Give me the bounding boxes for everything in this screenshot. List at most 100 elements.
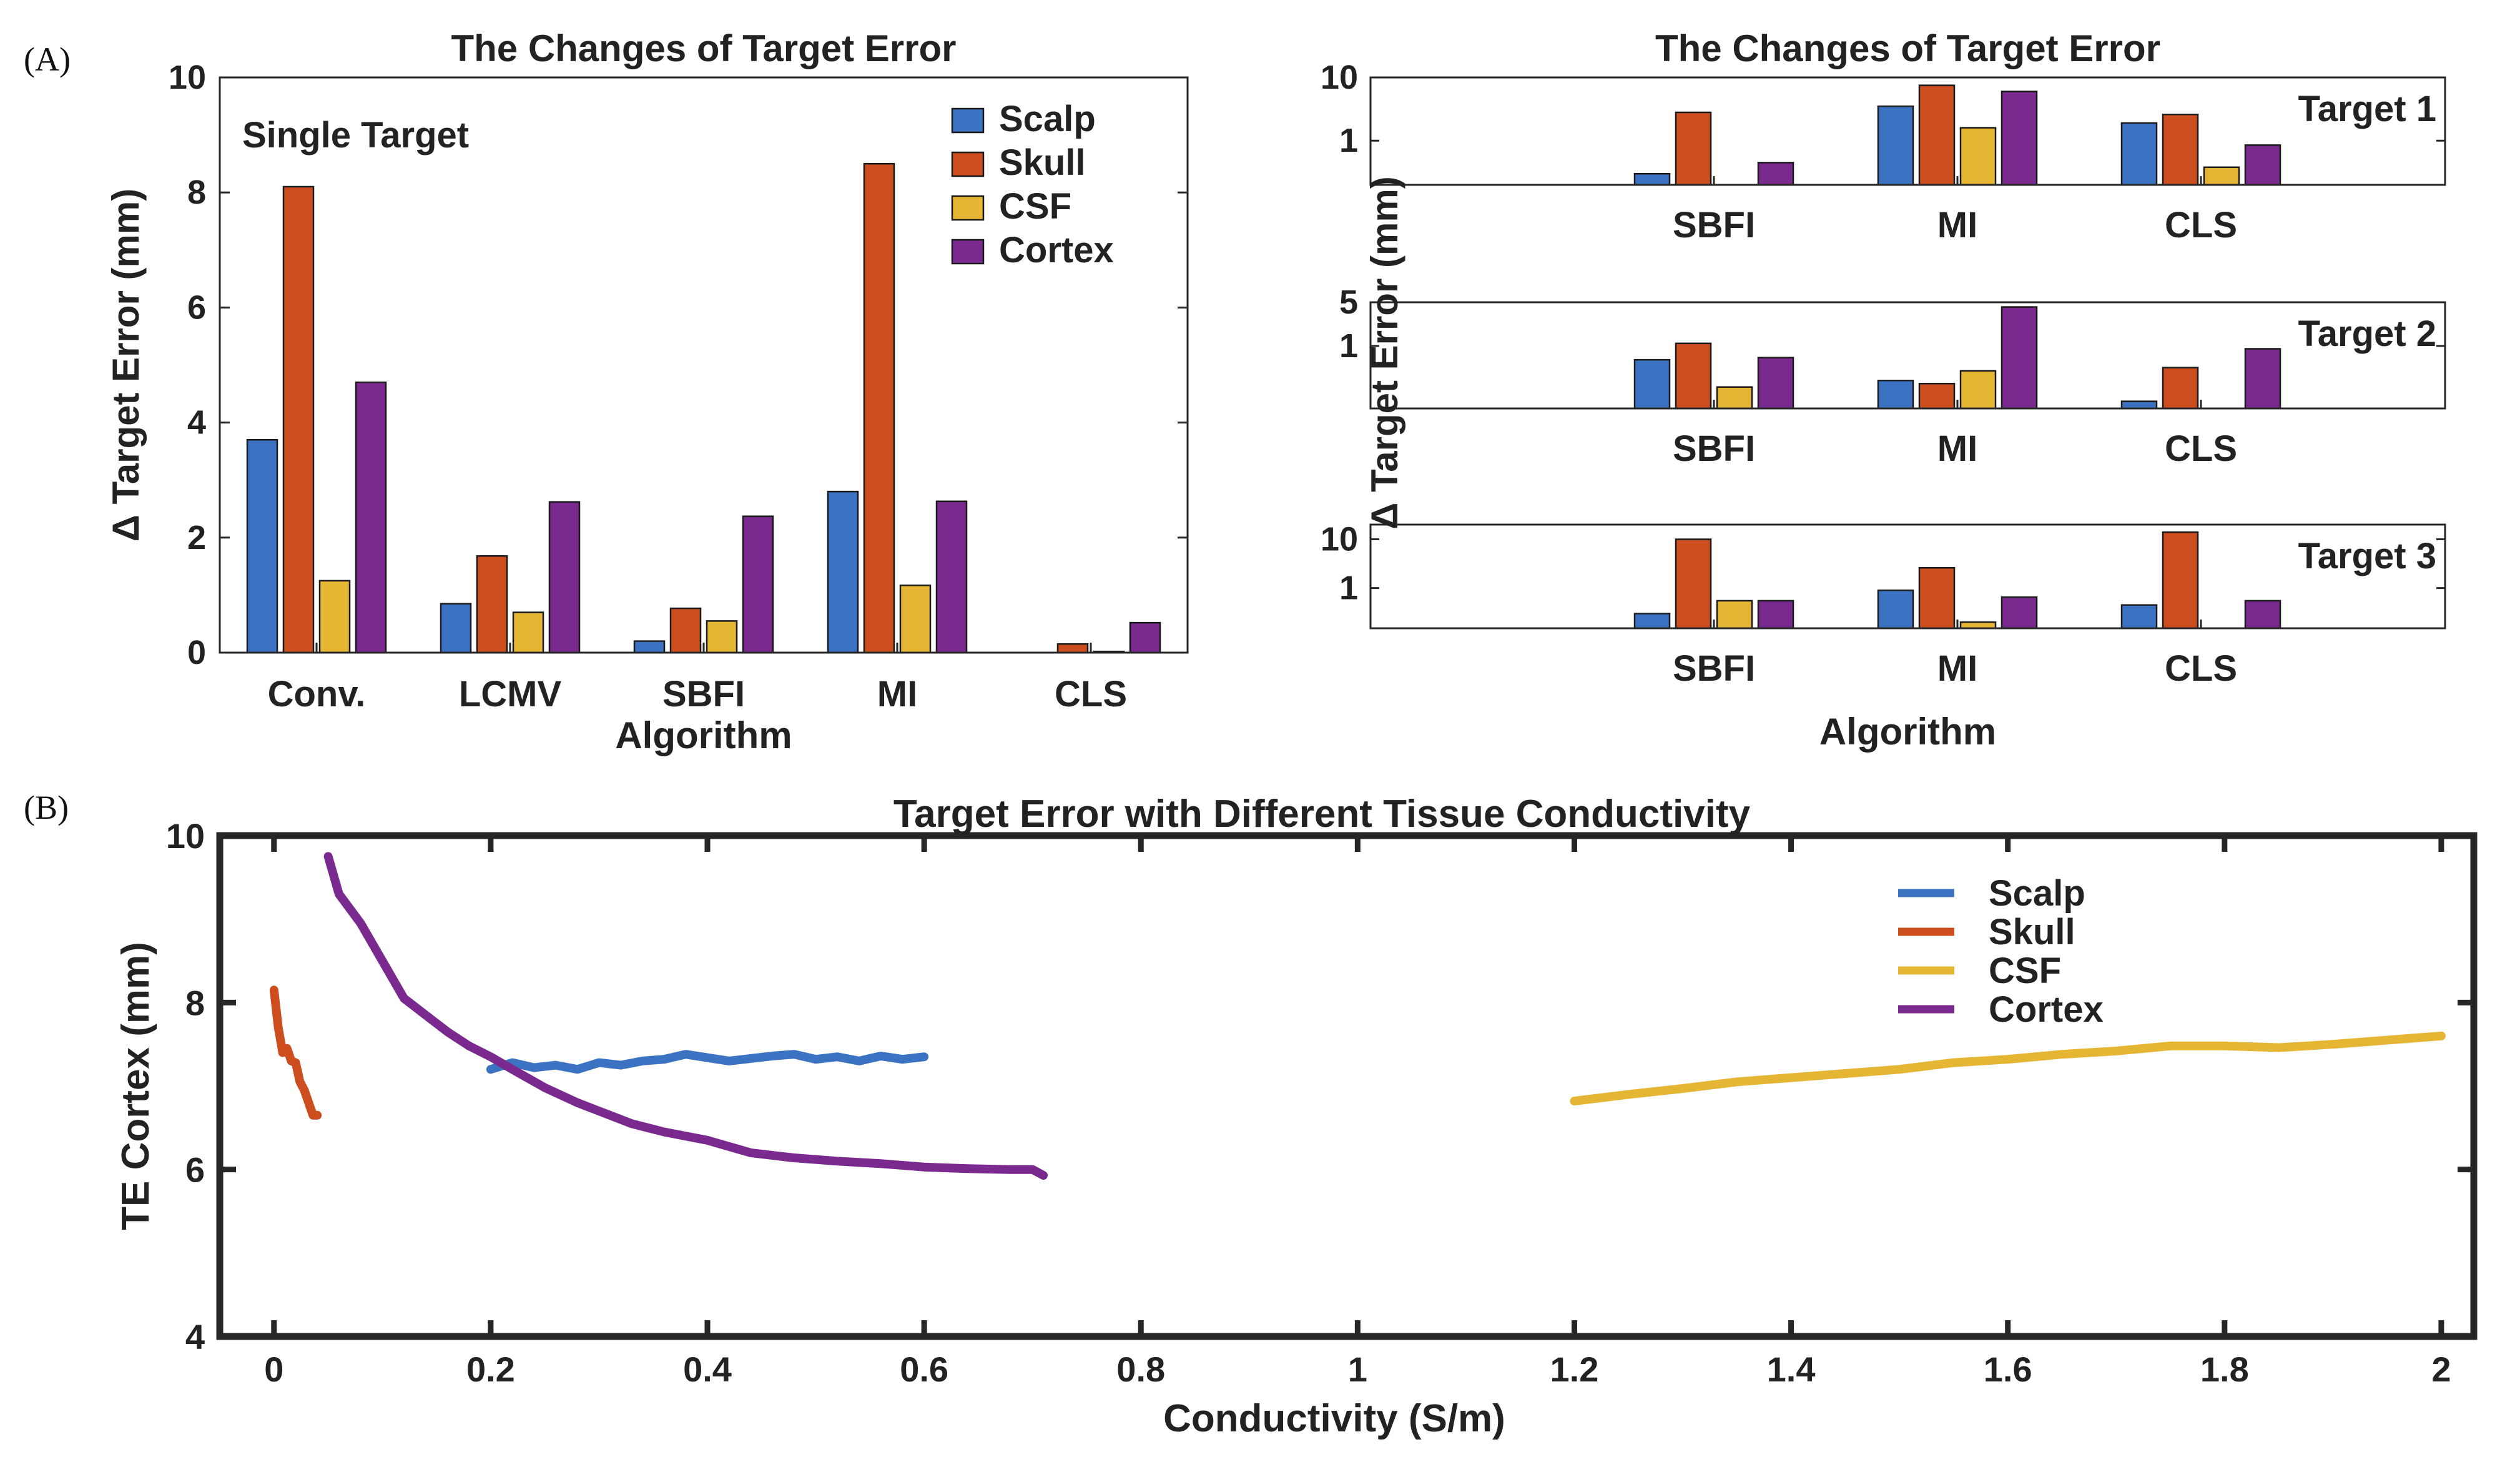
single-annotation: Single Target <box>242 115 469 156</box>
cond-ytick-label: 8 <box>185 983 205 1022</box>
cond-line-csf <box>1570 1031 2446 1106</box>
single-bar-cortex <box>1129 621 1161 654</box>
single-legend-swatch-skull <box>951 151 985 177</box>
target-xtick-label: MI <box>1937 205 1977 245</box>
target-xtick-label: CLS <box>2165 428 2237 469</box>
single-ytick-label: 8 <box>187 174 206 211</box>
target-xtick-label: CLS <box>2165 648 2237 689</box>
target-bar-cortex <box>1757 162 1794 186</box>
target-bar-skull <box>2162 531 2199 630</box>
target-xtick-label: SBFI <box>1673 428 1755 469</box>
single-xtick-label: MI <box>877 674 917 714</box>
target-bar-csf <box>2203 166 2240 186</box>
single-bar-cortex <box>355 381 387 654</box>
single-bar-csf <box>512 611 544 654</box>
target-ytick-label: 10 <box>1321 59 1358 96</box>
single-xtick-label: Conv. <box>268 674 366 714</box>
single-axes-box <box>219 76 1189 654</box>
target-ytick-label: 10 <box>1321 521 1358 558</box>
single-legend-label: CSF <box>999 186 1071 227</box>
cond-xtick-label: 0.8 <box>1116 1350 1165 1389</box>
target-bar-scalp <box>1633 613 1671 630</box>
target-bar-skull <box>1675 342 1712 410</box>
target-chart-title: The Changes of Target Error <box>1655 27 2160 69</box>
single-ytick-label: 2 <box>187 519 206 556</box>
single-ytick-label: 0 <box>187 634 206 671</box>
single-bar-csf <box>318 580 351 654</box>
cond-xtick-label: 1.2 <box>1550 1350 1599 1389</box>
single-legend-label: Skull <box>999 142 1086 183</box>
cond-xtick-label: 1.8 <box>2200 1350 2249 1389</box>
target-bar-scalp <box>1877 105 1914 186</box>
target-bar-skull <box>1918 566 1956 630</box>
cond-xtick-label: 2 <box>2431 1350 2451 1389</box>
cond-legend-label: Cortex <box>1989 989 2104 1030</box>
target-bar-cortex <box>1757 357 1794 410</box>
target-xtick-label: MI <box>1937 428 1977 469</box>
cond-line-cortex <box>323 852 1048 1180</box>
cond-axes-box <box>216 832 2478 1340</box>
cond-xtick-label: 0 <box>264 1350 283 1389</box>
single-ytick-label: 10 <box>169 59 206 96</box>
target-bar-cortex <box>2244 348 2281 410</box>
target-bar-cortex <box>2244 600 2281 630</box>
single-xlabel: Algorithm <box>615 714 792 756</box>
single-legend-swatch-cortex <box>951 239 985 265</box>
single-bar-skull <box>669 607 702 654</box>
target-axes-box <box>1369 76 2446 186</box>
target-bar-scalp <box>2120 122 2158 186</box>
single-bar-skull <box>863 162 895 654</box>
single-legend-swatch-scalp <box>951 107 985 134</box>
single-xtick-label: SBFI <box>662 674 745 714</box>
single-legend-swatch-csf <box>951 195 985 221</box>
single-bar-csf <box>899 584 932 654</box>
target-bar-scalp <box>1877 380 1914 410</box>
target-bar-cortex <box>2001 596 2038 630</box>
cond-legend-label: Scalp <box>1989 873 2085 914</box>
single-bar-scalp <box>827 490 859 654</box>
cond-ytick-label: 4 <box>185 1317 205 1356</box>
target-ytick-label: 1 <box>1339 570 1358 607</box>
cond-xtick-label: 0.6 <box>900 1350 948 1389</box>
single-bar-scalp <box>633 640 666 654</box>
cond-ylabel: TE Cortex (mm) <box>114 942 157 1230</box>
single-chart-title: The Changes of Target Error <box>451 27 956 69</box>
target-bar-skull <box>1918 382 1956 410</box>
cond-chart-title: Target Error with Different Tissue Condu… <box>893 793 1751 836</box>
cond-line-skull <box>269 985 322 1120</box>
single-bar-skull <box>1056 643 1089 654</box>
cond-xtick-label: 1.6 <box>1984 1350 2032 1389</box>
target-subplot-label: Target 2 <box>2298 314 2436 354</box>
single-ylabel: Δ Target Error (mm) <box>105 189 147 541</box>
cond-legend-label: CSF <box>1989 951 2061 991</box>
single-legend-label: Cortex <box>999 230 1114 270</box>
single-bar-scalp <box>246 438 278 654</box>
panel-label-a: (A) <box>24 41 71 78</box>
target-bar-skull <box>1918 84 1956 186</box>
cond-xtick-label: 0.4 <box>683 1350 732 1389</box>
single-bar-csf <box>706 620 738 654</box>
target-ytick-label: 5 <box>1339 284 1358 321</box>
cond-ytick-label: 10 <box>166 816 205 856</box>
target-bar-csf <box>1959 127 1997 186</box>
target-bar-csf <box>1959 370 1997 410</box>
target-bar-scalp <box>1633 172 1671 186</box>
single-xtick-label: LCMV <box>459 674 562 714</box>
target-bar-scalp <box>2120 604 2158 630</box>
target-xlabel: Algorithm <box>1819 711 1996 753</box>
single-ytick-label: 6 <box>187 289 206 326</box>
single-xtick-label: CLS <box>1055 674 1127 714</box>
cond-line-scalp <box>486 1050 929 1074</box>
cond-ytick-label: 6 <box>185 1150 205 1190</box>
cond-xtick-label: 1 <box>1348 1350 1367 1389</box>
cond-xtick-label: 0.2 <box>466 1350 515 1389</box>
target-bar-csf <box>1716 386 1753 410</box>
target-bar-cortex <box>2001 91 2038 186</box>
single-bar-cortex <box>548 501 581 654</box>
target-subplot-label: Target 3 <box>2298 536 2436 576</box>
target-bar-skull <box>1675 538 1712 630</box>
target-bar-cortex <box>1757 600 1794 630</box>
target-xtick-label: CLS <box>2165 205 2237 245</box>
target-ytick-label: 1 <box>1339 327 1358 365</box>
target-ylabel: Δ Target Error (mm) <box>1364 176 1405 529</box>
